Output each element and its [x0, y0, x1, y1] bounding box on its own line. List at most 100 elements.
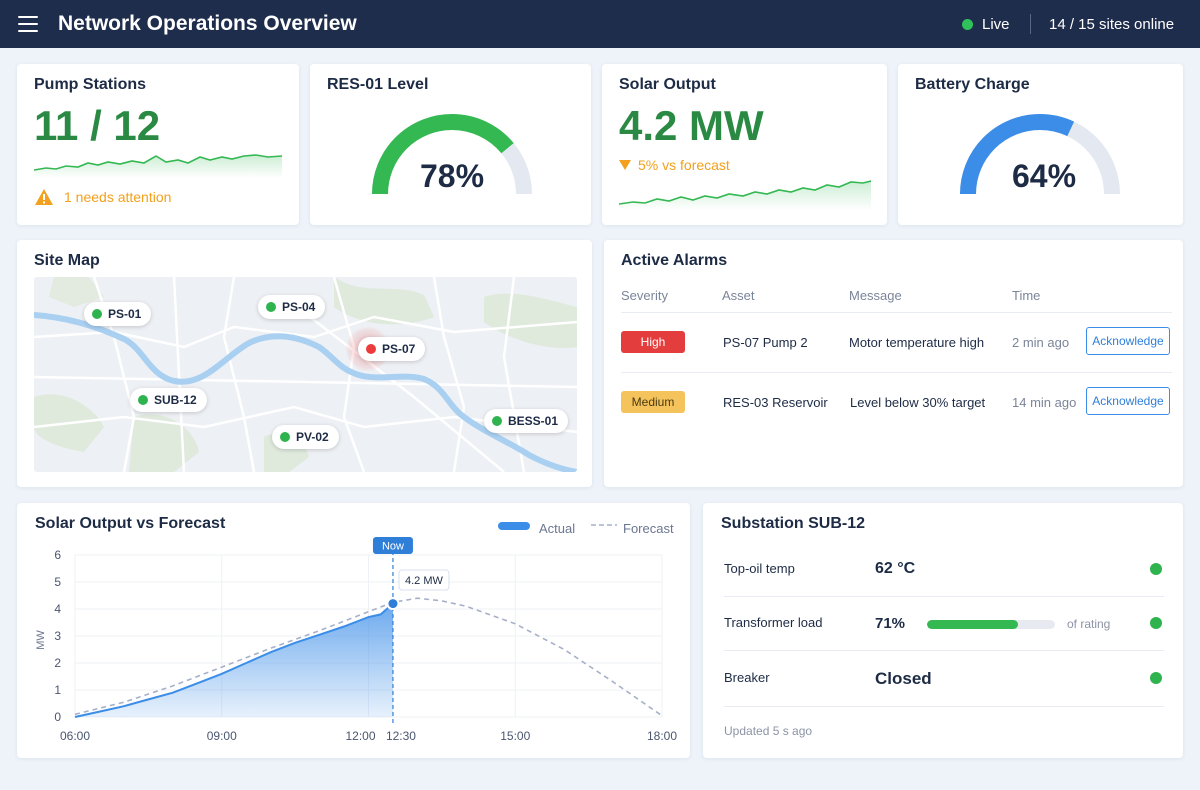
substation-card: Substation SUB-12 Top-oil temp 62 °C Tra… — [703, 503, 1183, 758]
metric-label: Transformer load — [724, 615, 823, 630]
page-title: Network Operations Overview — [58, 12, 357, 35]
current-value-point — [386, 597, 400, 611]
status-dot-icon — [1150, 617, 1162, 629]
pin-label: BESS-01 — [508, 414, 559, 428]
status-dot-icon — [364, 342, 378, 356]
map-pin-bess-01[interactable]: BESS-01 — [484, 409, 569, 433]
card-title: Battery Charge — [915, 76, 1030, 93]
updated-timestamp: Updated 5 s ago — [724, 724, 813, 738]
row-divider — [724, 596, 1164, 597]
transformer-load-bar — [927, 620, 1055, 629]
pin-label: PS-04 — [282, 300, 316, 314]
acknowledge-button[interactable]: Acknowledge — [1086, 327, 1170, 355]
row-divider — [621, 372, 1172, 373]
metric-label: Top-oil temp — [724, 561, 795, 576]
card-title: Site Map — [34, 252, 100, 269]
column-header: Time — [1012, 288, 1041, 303]
battery-value: 64% — [1011, 158, 1077, 194]
pin-label: PV-02 — [296, 430, 329, 444]
status-dot-icon — [1150, 672, 1162, 684]
solar-sparkline — [619, 180, 871, 210]
alarm-asset: PS-07 Pump 2 — [723, 335, 808, 350]
column-header: Asset — [722, 288, 755, 303]
legend-forecast-label: Forecast — [623, 521, 674, 536]
legend-actual-label: Actual — [539, 521, 576, 536]
actual-series-line — [74, 602, 394, 718]
down-triangle-icon — [619, 160, 631, 170]
alarm-message: Level below 30% target — [850, 395, 986, 410]
map-pin-pv-02[interactable]: PV-02 — [272, 425, 339, 449]
live-label: Live — [982, 16, 1010, 33]
y-tick-label: 2 — [54, 656, 61, 670]
site-map[interactable]: PS-01 PS-04 PS-07 SUB-12 PV-02 BESS-01 — [34, 277, 577, 472]
battery-charge-card[interactable]: Battery Charge 64% — [898, 64, 1183, 225]
solar-chart[interactable]: 0 1 2 3 4 5 6 06:00 09:00 12:00 12:30 15:00 18:00 MW N… — [17, 533, 690, 755]
alarm-time: 14 min ago — [1012, 395, 1077, 410]
y-axis-label: MW — [35, 630, 47, 650]
metric-label: Breaker — [724, 670, 770, 685]
top-bar: Network Operations Overview Live 14 / 15… — [0, 0, 1200, 48]
alarm-message: Motor temperature high — [849, 335, 985, 350]
card-title: Active Alarms — [621, 252, 728, 269]
status-dot-icon — [264, 300, 278, 314]
x-tick-label: 09:00 — [207, 729, 237, 743]
live-status-icon — [962, 19, 973, 30]
warning-icon — [35, 189, 53, 205]
y-tick-label: 1 — [54, 683, 61, 697]
divider — [1030, 14, 1031, 34]
alarm-asset: RES-03 Reservoir — [723, 395, 828, 410]
column-header: Severity — [621, 288, 668, 303]
alarm-time: 2 min ago — [1012, 335, 1070, 350]
card-title: Pump Stations — [34, 76, 147, 93]
reservoir-level-card[interactable]: RES-01 Level 78% — [310, 64, 591, 225]
battery-gauge — [960, 114, 1120, 195]
pin-label: PS-07 — [382, 342, 416, 356]
active-alarms-card: Active Alarms Severity Asset Message Tim… — [604, 240, 1183, 487]
now-badge — [372, 537, 413, 554]
status-dot-icon — [490, 414, 504, 428]
pump-warning-text: 1 needs attention — [64, 189, 172, 205]
map-pin-ps-04[interactable]: PS-04 — [258, 295, 326, 319]
x-tick-label: 18:00 — [647, 729, 677, 743]
x-tick-label: 15:00 — [500, 729, 530, 743]
transformer-load-fill — [927, 620, 1018, 629]
y-tick-label: 4 — [54, 602, 61, 616]
pump-stations-card[interactable]: Pump Stations 11 / 12 1 needs attention — [17, 64, 299, 225]
x-tick-label: 06:00 — [60, 729, 90, 743]
x-tick-label: 12:00 — [345, 729, 375, 743]
legend-forecast-swatch — [591, 524, 617, 526]
solar-output-value: 4.2 MW — [619, 102, 764, 149]
chart-title: Solar Output vs Forecast — [35, 515, 226, 532]
metric-value: 71% — [875, 615, 906, 632]
severity-badge: Medium — [621, 391, 685, 413]
menu-icon[interactable] — [18, 16, 38, 32]
y-tick-label: 0 — [54, 710, 61, 724]
status-dot-icon — [90, 307, 104, 321]
now-badge-label: Now — [382, 541, 404, 553]
map-pin-ps-07[interactable]: PS-07 — [358, 337, 426, 361]
pump-stations-value: 11 / 12 — [34, 102, 161, 149]
y-tick-label: 6 — [54, 548, 61, 562]
current-value-tooltip — [398, 569, 450, 591]
solar-forecast-delta: 5% vs forecast — [638, 157, 730, 173]
reservoir-gauge — [372, 114, 532, 195]
sites-online-count: 14 / 15 sites online — [1049, 16, 1175, 33]
pin-label: SUB-12 — [154, 393, 197, 407]
solar-chart-card: Solar Output vs Forecast Actual Forecast… — [17, 503, 690, 758]
site-map-card: Site Map PS-01 — [17, 240, 592, 487]
card-title: RES-01 Level — [327, 76, 429, 93]
status-dot-icon — [1150, 563, 1162, 575]
pump-sparkline — [34, 154, 282, 178]
current-value-label: 4.2 MW — [405, 575, 444, 587]
map-pin-ps-01[interactable]: PS-01 — [84, 302, 152, 326]
x-tick-label: 12:30 — [386, 729, 416, 743]
solar-output-card[interactable]: Solar Output 4.2 MW 5% vs forecast — [602, 64, 887, 225]
metric-value: Closed — [875, 669, 932, 688]
legend-actual-swatch — [498, 522, 530, 530]
map-pin-sub-12[interactable]: SUB-12 — [130, 388, 207, 412]
row-divider — [621, 312, 1172, 313]
metric-value: 62 °C — [875, 560, 916, 577]
reservoir-value: 78% — [419, 158, 485, 194]
severity-badge: High — [621, 331, 685, 353]
acknowledge-button[interactable]: Acknowledge — [1086, 387, 1170, 415]
